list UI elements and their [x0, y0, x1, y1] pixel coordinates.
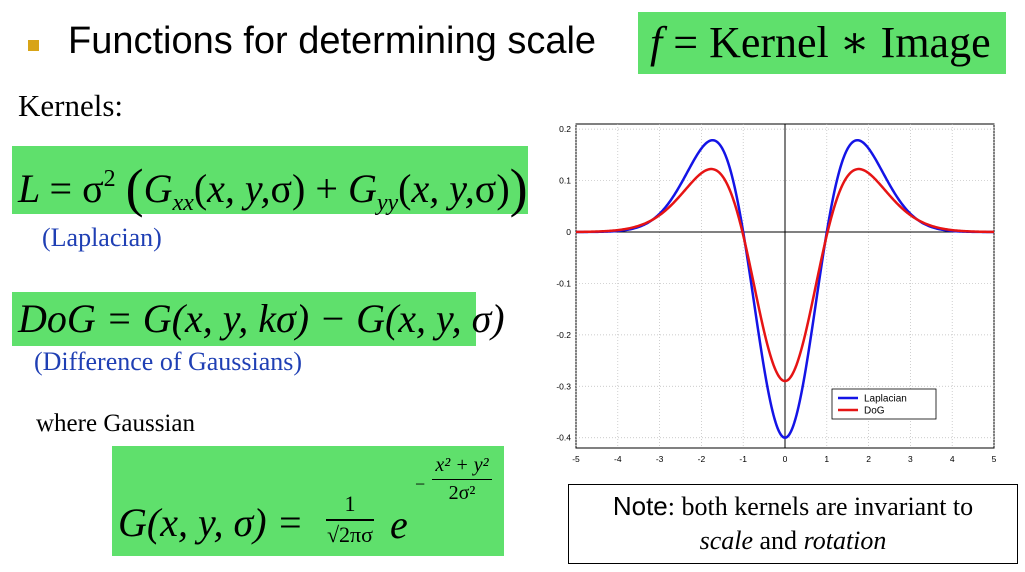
y-tick-label: 0.1 — [559, 176, 571, 186]
y-tick-label: 0.2 — [559, 124, 571, 134]
x-tick-label: -1 — [739, 454, 747, 464]
kernel-chart: -5 -4 -3 -2 -1 0 1 2 3 4 5 0.2 0.1 0 -0.1 -0.2 -0.3 -0.4 L… — [556, 123, 997, 464]
note-line-1: Note: both kernels are invariant to — [612, 491, 974, 521]
bullet-icon — [28, 40, 39, 51]
dog-formula: DoG = G(x, y, kσ) − G(x, y, σ) — [18, 296, 505, 341]
y-tick-label: -0.3 — [556, 381, 571, 391]
y-tick-label: -0.1 — [556, 278, 571, 288]
note-line-2: scale and rotation — [699, 526, 887, 555]
laplacian-formula: L = σ2 (Gxx(x, y,σ) + Gyy(x, y,σ)) — [18, 158, 528, 218]
dog-formula-box: DoG = G(x, y, kσ) − G(x, y, σ) — [12, 292, 505, 346]
x-tick-label: 0 — [783, 454, 788, 464]
gaussian-e: e — [390, 502, 408, 547]
series-line-dog — [575, 167, 995, 383]
formula-f: f = Kernel ∗ Image — [650, 18, 991, 67]
legend-box — [831, 388, 937, 420]
y-tick-label: 0 — [566, 227, 571, 237]
x-tick-label: 2 — [866, 454, 871, 464]
legend-label-laplacian: Laplacian — [864, 394, 907, 405]
x-tick-label: -3 — [656, 454, 664, 464]
gaussian-lhs: G(x, y, σ) = — [118, 500, 304, 545]
x-tick-label: 1 — [824, 454, 829, 464]
x-tick-label: -2 — [698, 454, 706, 464]
gaussian-frac-line — [326, 519, 374, 521]
gaussian-frac-den: √2πσ — [326, 522, 374, 547]
x-tick-label: 5 — [992, 454, 997, 464]
gaussian-intro: where Gaussian — [36, 410, 195, 437]
gaussian-formula-box: G(x, y, σ) = 1 √2πσ e − x² + y² 2σ² — [112, 446, 504, 556]
note-label: Note — [612, 491, 668, 521]
legend-label-dog: DoG — [864, 406, 885, 417]
x-tick-label: -4 — [614, 454, 622, 464]
gaussian-frac-num: 1 — [344, 491, 356, 516]
gaussian-exp-line — [432, 479, 492, 480]
x-tick-label: -5 — [572, 454, 580, 464]
laplacian-formula-box: L = σ2 (Gxx(x, y,σ) + Gyy(x, y,σ)) — [12, 146, 528, 216]
note-box: Note: both kernels are invariant to scal… — [568, 484, 1018, 564]
slide-title: Functions for determining scale — [68, 20, 597, 62]
formula-f-box: f = Kernel ∗ Image — [638, 12, 1006, 74]
laplacian-caption: (Laplacian) — [42, 223, 162, 252]
gaussian-exp-num: x² + y² — [435, 454, 489, 476]
dog-caption: (Difference of Gaussians) — [34, 347, 303, 376]
gaussian-exp-sign: − — [415, 474, 426, 494]
x-tick-label: 4 — [950, 454, 955, 464]
y-tick-label: -0.4 — [556, 433, 571, 443]
gaussian-exp-den: 2σ² — [448, 482, 476, 504]
y-tick-label: -0.2 — [556, 330, 571, 340]
x-tick-label: 3 — [908, 454, 913, 464]
kernels-heading: Kernels: — [18, 88, 124, 123]
